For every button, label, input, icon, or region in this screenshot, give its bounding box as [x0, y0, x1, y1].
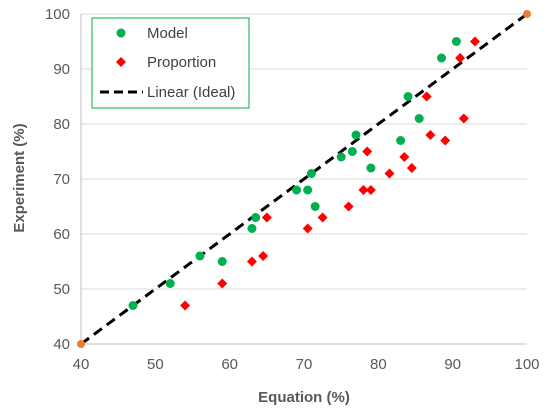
linear-endpoint: [523, 10, 531, 18]
model-point: [217, 257, 227, 266]
x-tick-label: 80: [370, 356, 387, 373]
proportion-point: [343, 201, 354, 212]
legend: Model Proportion Linear (Ideal): [91, 17, 250, 109]
model-point: [347, 147, 357, 156]
model-point: [366, 163, 376, 173]
proportion-point: [358, 185, 369, 195]
model-point: [310, 202, 320, 211]
proportion-point: [384, 168, 395, 179]
model-point: [195, 251, 205, 261]
proportion-point: [261, 212, 272, 223]
x-tick-label: 50: [147, 356, 164, 373]
model-point: [396, 136, 406, 145]
x-tick-label: 70: [296, 356, 313, 373]
axes: [80, 14, 527, 345]
x-tick-label: 90: [444, 356, 461, 373]
y-tick-label: 40: [53, 336, 70, 353]
proportion-point: [180, 300, 191, 311]
model-point: [336, 152, 346, 162]
x-tick-label: 40: [73, 356, 90, 373]
linear-endpoint: [77, 340, 85, 348]
model-point: [451, 37, 461, 46]
model-point: [128, 301, 138, 310]
legend-model-label: Model: [147, 25, 188, 42]
plot-area: [77, 10, 531, 348]
model-point: [414, 114, 424, 123]
proportion-point: [317, 212, 328, 223]
proportion-point: [421, 91, 432, 102]
y-tick-label: 100: [45, 6, 70, 23]
model-point: [403, 92, 413, 101]
proportion-point: [406, 163, 417, 173]
y-tick-label: 70: [53, 171, 70, 188]
y-tick-label: 80: [53, 116, 70, 133]
proportion-point: [365, 185, 376, 195]
x-tick-label: 60: [221, 356, 238, 373]
proportion-point: [440, 135, 451, 146]
proportion-point: [469, 36, 480, 47]
model-point: [351, 130, 361, 140]
model-point: [247, 224, 257, 233]
proportion-point: [399, 152, 410, 162]
proportion-point: [246, 256, 257, 267]
y-tick-label: 60: [53, 226, 70, 243]
y-tick-label: 90: [53, 61, 70, 78]
x-axis-title: Equation (%): [258, 389, 350, 406]
y-axis-title: Experiment (%): [11, 123, 28, 232]
model-point: [292, 185, 302, 195]
legend-proportion-label: Proportion: [147, 54, 216, 71]
proportion-point: [455, 53, 466, 63]
model-point: [251, 213, 261, 222]
x-tick-label: 100: [514, 356, 539, 373]
proportion-point: [258, 251, 269, 261]
model-point: [303, 185, 313, 195]
legend-model-marker: [116, 28, 126, 38]
linear-ideal-line: [80, 12, 528, 346]
legend-linear-label: Linear (Ideal): [147, 84, 235, 101]
legend-proportion-marker: [116, 57, 126, 67]
proportion-point: [425, 130, 436, 140]
y-tick-label: 50: [53, 281, 70, 298]
proportion-point: [302, 223, 313, 234]
proportion-point: [458, 113, 469, 124]
model-point: [437, 53, 447, 63]
proportion-point: [362, 146, 373, 157]
model-point: [306, 169, 316, 178]
proportion-point: [217, 278, 228, 289]
model-point: [165, 279, 175, 288]
tick-labels: 40 50 60 70 80 90 100 40 50 60 70 80 90 100: [45, 6, 540, 373]
